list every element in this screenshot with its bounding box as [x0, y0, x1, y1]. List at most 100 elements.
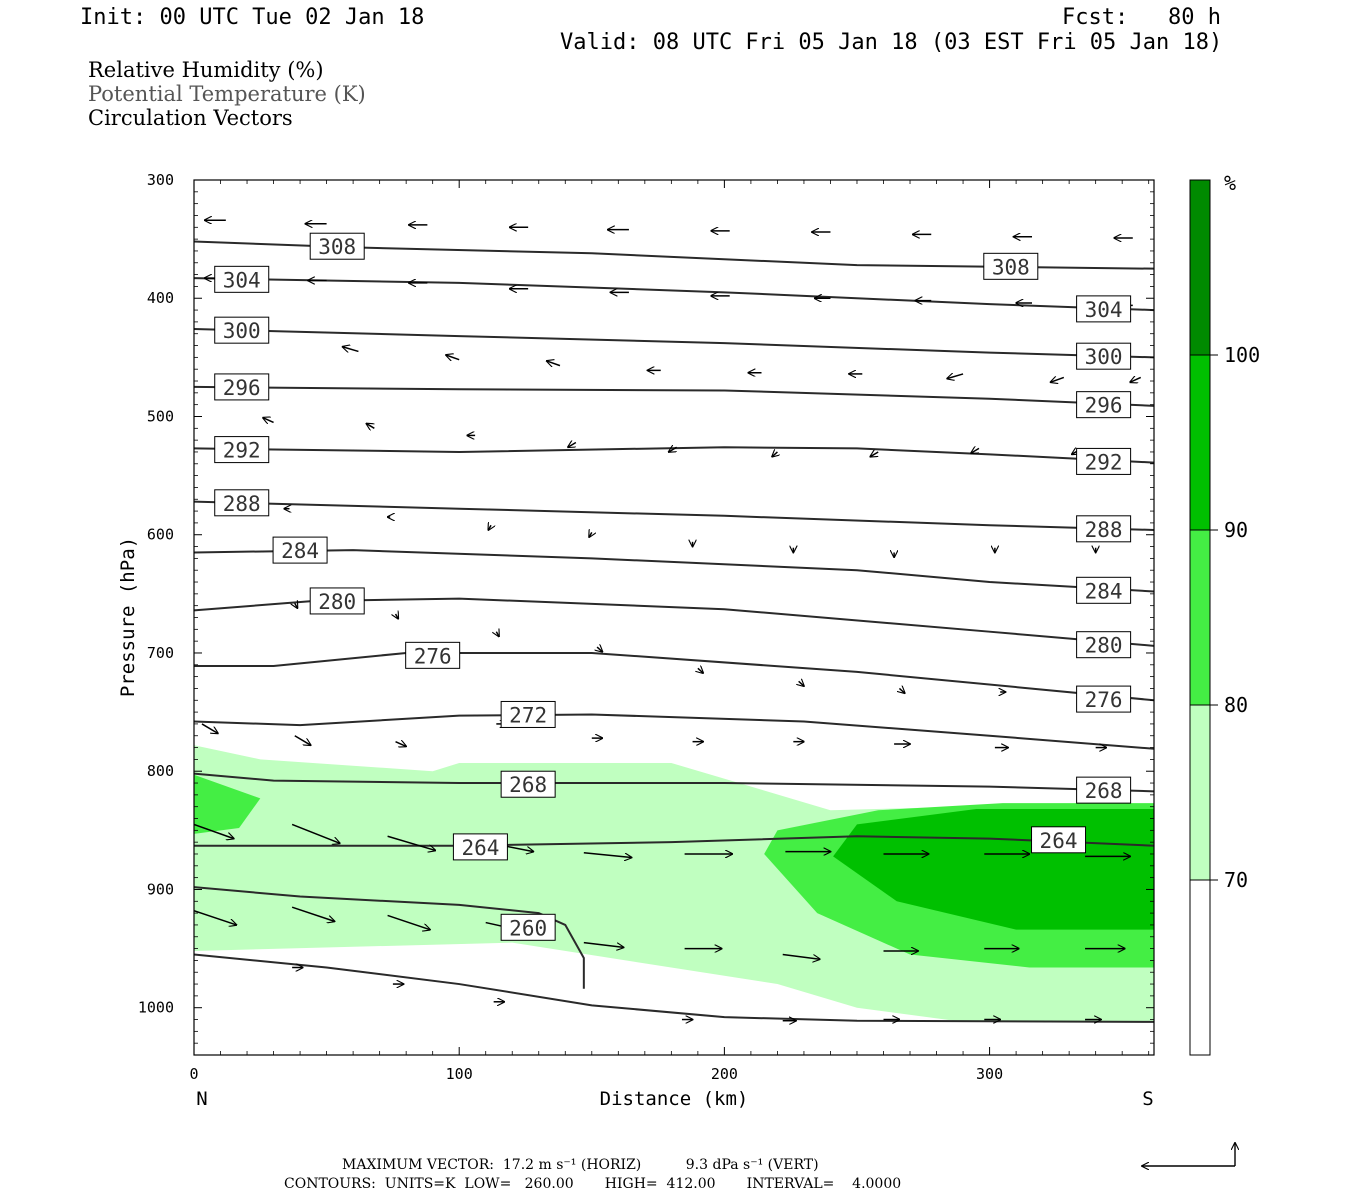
contour-label-288: 288 — [1085, 518, 1123, 542]
theta-contour-308 — [194, 240, 1154, 270]
colorbar-unit: % — [1224, 171, 1236, 195]
circulation-vector — [294, 735, 311, 745]
circulation-vector — [568, 443, 577, 448]
contour-label-box — [214, 436, 270, 464]
contour-label-304: 304 — [223, 268, 261, 292]
circulation-vector — [295, 603, 298, 608]
colorbar-swatch — [1189, 354, 1211, 531]
y-tick-label: 600 — [147, 526, 174, 544]
theta-contour-276 — [194, 651, 1154, 702]
x-tick-label: 100 — [446, 1065, 473, 1083]
contour-label-box — [452, 833, 508, 861]
field-label-vectors: Circulation Vectors — [88, 106, 293, 130]
contour-label-304: 304 — [1085, 298, 1123, 322]
reference-vector-icon — [1142, 1143, 1235, 1166]
circulation-vector — [583, 941, 624, 948]
contour-label-300: 300 — [1085, 345, 1123, 369]
contour-label-296: 296 — [223, 376, 261, 400]
circulation-vector — [899, 688, 904, 693]
circulation-vector — [291, 823, 340, 843]
contour-label-box — [214, 373, 270, 401]
contour-label-280: 280 — [1085, 634, 1123, 658]
contour-label-296: 296 — [1085, 394, 1123, 418]
colorbar-label: 80 — [1224, 693, 1248, 717]
contour-label-272: 272 — [509, 703, 547, 727]
colorbar-label: 100 — [1224, 343, 1260, 367]
circulation-vector — [387, 914, 430, 929]
contour-label-264: 264 — [1040, 829, 1078, 853]
circulation-vector — [291, 906, 334, 921]
contour-label-292: 292 — [1085, 450, 1123, 474]
contour-label-box — [1076, 515, 1132, 543]
circulation-vector — [396, 614, 399, 619]
contour-label-288: 288 — [223, 492, 261, 516]
circulation-vector — [366, 424, 375, 429]
contour-label-260: 260 — [509, 916, 547, 940]
circulation-vector — [698, 668, 703, 673]
theta-contour-268 — [194, 772, 1154, 793]
contour-label-box — [1076, 685, 1132, 713]
circulation-vector — [1051, 377, 1065, 382]
theta-contour-284 — [194, 549, 1154, 593]
contour-label-box — [214, 489, 270, 517]
colorbar-swatch — [1189, 179, 1211, 356]
circulation-vector — [772, 452, 777, 457]
circulation-vector — [194, 910, 236, 925]
contour-label-276: 276 — [414, 644, 452, 668]
contour-label-box — [1076, 776, 1132, 804]
x-tick-label: 0 — [189, 1065, 198, 1083]
y-axis-label: Pressure (hPa) — [117, 537, 139, 697]
contour-label-276: 276 — [1085, 688, 1123, 712]
circulation-vector — [446, 355, 460, 360]
x-tick-label: 300 — [976, 1065, 1003, 1083]
circulation-vector — [782, 953, 820, 959]
circulation-vector — [583, 852, 632, 858]
contour-label-box — [1076, 295, 1132, 323]
field-label-rh: Relative Humidity (%) — [88, 58, 324, 82]
circulation-vector — [387, 835, 436, 850]
contour-label-292: 292 — [223, 439, 261, 463]
y-tick-label: 700 — [147, 644, 174, 662]
circulation-vector — [799, 681, 804, 686]
circulation-vector — [589, 532, 592, 537]
forecast-hour: Fcst: 80 h — [1062, 5, 1221, 30]
contour-label-300: 300 — [223, 319, 261, 343]
colorbar-label: 70 — [1224, 868, 1248, 892]
circulation-vector — [1130, 377, 1142, 382]
contour-label-284: 284 — [1085, 579, 1123, 603]
theta-contour-260 — [194, 886, 585, 989]
circulation-vector — [263, 418, 274, 423]
contour-label-box — [272, 536, 328, 564]
theta-contour-unlabeled — [194, 953, 1154, 1023]
contour-label-box — [1031, 826, 1087, 854]
contour-label-box — [309, 232, 365, 260]
x-tick-label: 200 — [711, 1065, 738, 1083]
colorbar-swatch — [1189, 704, 1211, 881]
contour-label-box — [500, 770, 556, 798]
colorbar: 70 80 90 100% — [1189, 171, 1260, 1056]
contour-label-box — [309, 587, 365, 615]
contour-label-box — [1076, 576, 1132, 604]
theta-contour-292 — [194, 446, 1154, 464]
circulation-vector — [343, 347, 359, 352]
circulation-vector — [488, 525, 491, 530]
colorbar-swatch — [1189, 529, 1211, 706]
contour-label-box — [500, 700, 556, 728]
circulation-vector — [194, 823, 234, 838]
circulation-vector — [947, 374, 964, 379]
contour-label-box — [214, 316, 270, 344]
contour-label-box — [1076, 391, 1132, 419]
circulation-vector — [547, 361, 561, 366]
theta-contour-264 — [194, 835, 1154, 847]
circulation-vector — [870, 452, 879, 457]
theta-contour-304 — [194, 277, 1154, 312]
valid-time: Valid: 08 UTC Fri 05 Jan 18 (03 EST Fri … — [560, 30, 1223, 55]
rh-region-80 — [194, 774, 261, 834]
y-tick-label: 400 — [147, 289, 174, 307]
theta-contour-296 — [194, 385, 1154, 407]
y-tick-label: 500 — [147, 407, 174, 425]
max-vector-note: MAXIMUM VECTOR: 17.2 m s⁻¹ (HORIZ) 9.3 d… — [342, 1157, 819, 1173]
contours-note: CONTOURS: UNITS=K LOW= 260.00 HIGH= 412.… — [284, 1176, 902, 1192]
contour-label-box — [214, 265, 270, 293]
init-time: Init: 00 UTC Tue 02 Jan 18 — [80, 5, 425, 30]
